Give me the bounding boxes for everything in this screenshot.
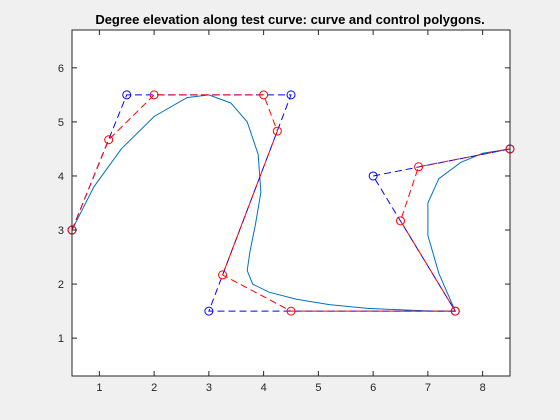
series-3-point: [259, 90, 269, 100]
plot-area: 1 2 3 4 5 6 7 8 1 2 3 4 5 6: [58, 29, 515, 394]
series-2-point: [368, 171, 378, 181]
series-3-point: [272, 126, 282, 136]
series-1-line: [71, 94, 511, 312]
x-tick-label: 1: [96, 382, 102, 394]
x-tick-label: 8: [480, 382, 486, 394]
x-tick-label: 7: [425, 382, 431, 394]
series-2-point: [122, 90, 132, 100]
x-tick-label: 6: [370, 382, 376, 394]
y-tick-label: 4: [58, 171, 64, 183]
series-3-point: [396, 216, 405, 226]
series-2-point: [204, 306, 214, 316]
series-3-point: [218, 270, 228, 280]
axes-box: [71, 29, 511, 377]
series-3-point: [414, 162, 424, 172]
series-3-point: [450, 306, 460, 316]
y-tick-label: 1: [58, 333, 64, 345]
series-3-point: [104, 135, 114, 145]
axes-background: [72, 30, 510, 376]
series-2-line: [71, 94, 511, 312]
series-3-line: [71, 94, 511, 312]
x-tick-label: 3: [206, 382, 212, 394]
x-tick-label: 5: [315, 382, 321, 394]
x-tick-label: 2: [151, 382, 157, 394]
y-tick-label: 6: [58, 63, 64, 75]
y-tick-label: 5: [58, 117, 64, 129]
series-3-point: [149, 90, 159, 100]
series-3-point: [286, 306, 296, 316]
chart-title: Degree elevation along test curve: curve…: [95, 12, 484, 27]
series-2-point: [286, 90, 296, 100]
y-tick-label: 3: [58, 225, 64, 237]
x-tick-label: 4: [261, 382, 267, 394]
y-tick-label: 2: [58, 279, 64, 291]
